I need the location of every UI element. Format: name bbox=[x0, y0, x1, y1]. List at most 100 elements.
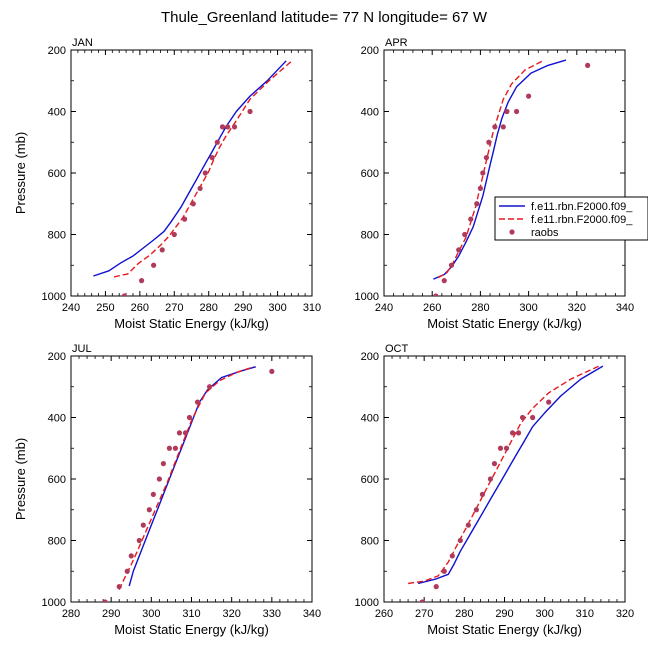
x-tick-label: 330 bbox=[263, 608, 281, 620]
panel-jul: JUL 280 290 300 310 320 330 340 200 400 600 800 1000… bbox=[13, 343, 321, 637]
raobs-point bbox=[124, 568, 130, 574]
raobs-point bbox=[448, 262, 455, 268]
raobs-point bbox=[150, 491, 156, 497]
y-tick-label: 400 bbox=[48, 413, 66, 425]
raobs-point bbox=[219, 124, 226, 130]
x-tick-label: 320 bbox=[222, 608, 240, 620]
panel-apr: APR 240 260 280 300 320 340 200 400 600 800 1000 Moi… bbox=[355, 37, 635, 331]
raobs-point bbox=[186, 414, 193, 421]
raobs-point bbox=[116, 584, 122, 590]
raobs-point bbox=[136, 537, 142, 544]
raobs-point bbox=[433, 293, 439, 296]
raobs-point bbox=[441, 278, 447, 284]
dashed-series-line bbox=[407, 365, 600, 585]
raobs-point bbox=[182, 216, 188, 222]
raobs-point bbox=[197, 185, 203, 191]
y-tick-label: 800 bbox=[48, 536, 66, 548]
raobs-point bbox=[480, 170, 486, 176]
raobs-point bbox=[483, 155, 490, 161]
x-tick-label: 280 bbox=[200, 302, 218, 314]
raobs-point bbox=[515, 430, 522, 436]
x-tick-label: 340 bbox=[303, 608, 321, 620]
raobs-point bbox=[159, 247, 165, 253]
x-tick-label: 250 bbox=[96, 302, 114, 314]
x-tick-label: 310 bbox=[303, 302, 321, 314]
raobs-point bbox=[441, 568, 447, 574]
y-tick-label: 200 bbox=[361, 351, 379, 363]
raobs-point bbox=[497, 445, 504, 451]
raobs-point bbox=[190, 201, 196, 207]
x-tick-label: 320 bbox=[616, 608, 634, 620]
raobs-point bbox=[182, 430, 189, 436]
panel-label: OCT bbox=[385, 343, 409, 355]
plot-frame bbox=[70, 49, 313, 297]
y-tick-label: 1000 bbox=[42, 291, 66, 303]
raobs-point bbox=[247, 108, 253, 115]
y-tick-label: 800 bbox=[361, 230, 379, 242]
plot-frame bbox=[383, 49, 626, 297]
y-axis-label: Pressure (mb) bbox=[13, 132, 28, 214]
x-tick-label: 240 bbox=[375, 302, 393, 314]
raobs-point bbox=[487, 476, 494, 482]
raobs-point bbox=[231, 124, 238, 130]
legend-label: f.e11.rbn.F2000.f09_ bbox=[531, 201, 633, 213]
y-tick-label: 800 bbox=[48, 230, 66, 242]
x-tick-label: 290 bbox=[495, 608, 513, 620]
x-tick-label: 320 bbox=[568, 302, 586, 314]
y-tick-label: 400 bbox=[361, 413, 379, 425]
panel-label: JAN bbox=[72, 37, 93, 49]
raobs-point bbox=[121, 293, 127, 296]
raobs-point bbox=[491, 461, 498, 467]
x-tick-label: 280 bbox=[62, 608, 80, 620]
raobs-point bbox=[519, 414, 526, 421]
raobs-point bbox=[269, 368, 275, 374]
raobs-point bbox=[214, 139, 220, 145]
raobs-point bbox=[500, 124, 506, 130]
raobs-point bbox=[530, 414, 536, 421]
raobs-point bbox=[206, 384, 213, 390]
raobs-point bbox=[474, 201, 480, 207]
figure-title: Thule_Greenland latitude= 77 N longitude… bbox=[161, 9, 488, 26]
solid-series-line bbox=[433, 59, 567, 280]
y-tick-label: 200 bbox=[361, 45, 379, 57]
raobs-point bbox=[526, 93, 532, 99]
raobs-point bbox=[419, 599, 425, 602]
x-tick-label: 280 bbox=[455, 608, 473, 620]
raobs-point bbox=[457, 537, 463, 544]
x-tick-label: 260 bbox=[375, 608, 393, 620]
raobs-point bbox=[128, 553, 134, 559]
raobs-point bbox=[456, 247, 462, 253]
x-tick-label: 260 bbox=[423, 302, 441, 314]
raobs-point bbox=[433, 584, 439, 590]
y-tick-label: 600 bbox=[48, 168, 66, 180]
x-tick-label: 240 bbox=[62, 302, 80, 314]
x-tick-label: 340 bbox=[616, 302, 634, 314]
raobs-point bbox=[546, 399, 552, 405]
x-axis-label: Moist Static Energy (kJ/kg) bbox=[114, 316, 269, 331]
raobs-point bbox=[194, 399, 201, 405]
raobs-point bbox=[462, 231, 468, 238]
y-tick-label: 200 bbox=[48, 45, 66, 57]
legend-label: f.e11.rbn.F2000.f09_ bbox=[531, 214, 633, 226]
plot-frame bbox=[383, 355, 626, 603]
series-group bbox=[433, 59, 591, 296]
raobs-point bbox=[140, 522, 146, 528]
x-tick-label: 300 bbox=[142, 608, 160, 620]
series-group bbox=[407, 365, 604, 602]
raobs-point bbox=[473, 507, 479, 513]
x-axis-label: Moist Static Energy (kJ/kg) bbox=[114, 622, 269, 637]
dashed-series-line bbox=[113, 59, 294, 278]
raobs-point bbox=[486, 139, 492, 145]
x-tick-label: 290 bbox=[234, 302, 252, 314]
y-tick-label: 400 bbox=[48, 107, 66, 119]
raobs-point bbox=[477, 185, 483, 191]
legend-label: raobs bbox=[531, 227, 559, 239]
raobs-point bbox=[138, 278, 145, 284]
y-axis-label: Pressure (mb) bbox=[13, 438, 28, 520]
y-tick-label: 1000 bbox=[355, 291, 379, 303]
raobs-point bbox=[151, 262, 157, 268]
plot-frame bbox=[70, 355, 313, 603]
raobs-point bbox=[166, 445, 173, 451]
x-tick-label: 300 bbox=[268, 302, 286, 314]
y-tick-label: 800 bbox=[361, 536, 379, 548]
